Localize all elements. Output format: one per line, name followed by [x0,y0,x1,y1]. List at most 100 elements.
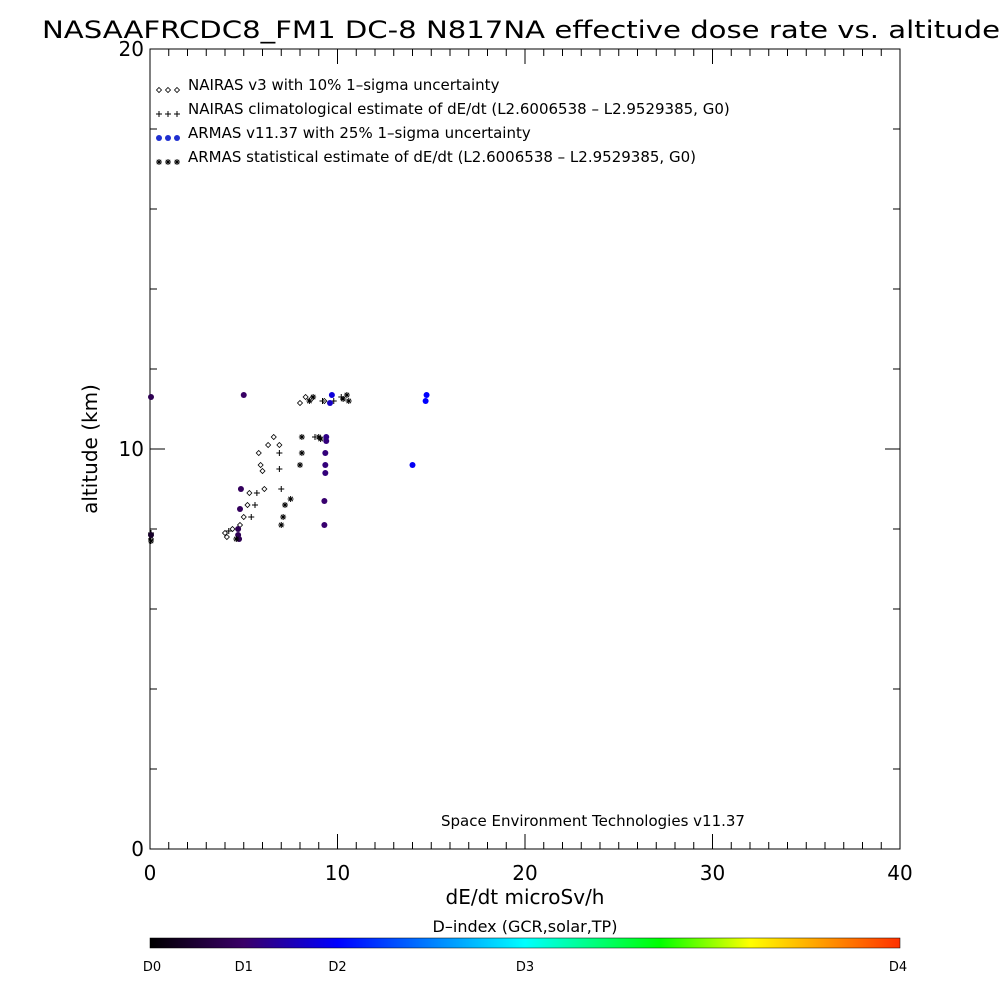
legend: NAIRAS v3 with 10% 1–sigma uncertainty NA… [155,76,730,166]
colorbar-label-d4: D4 [889,960,907,975]
data-point-asterisk [306,398,313,404]
data-point-plus [248,514,255,520]
data-point-diamond [240,513,247,521]
x-axis-ticks [149,49,901,849]
data-point-plus [276,450,283,456]
data-point-diamond [246,489,253,497]
data-point-dot [148,394,154,400]
data-point-plus [276,466,283,472]
data-point-dot [423,392,430,398]
data-point-plus [319,398,326,404]
legend-marker-diamond [164,86,172,94]
y-axis-label: altitude (km) [78,384,102,514]
data-point-diamond [261,485,268,493]
data-point-diamond [257,461,264,469]
x-axis-label: dE/dt microSv/h [446,885,605,909]
data-point-diamond [244,501,251,509]
data-point-diamond [270,433,277,441]
y-axis-ticks [150,48,900,850]
plot-frame [149,48,901,850]
credit-text: Space Environment Technologies v11.37 [441,812,745,830]
colorbar: D–index (GCR,solar,TP) D0 D1 D2 D3 D4 [143,917,907,975]
colorbar-label-d1: D1 [235,960,253,975]
data-point-plus [253,490,260,496]
data-point-diamond [255,449,262,457]
data-point-dot [323,434,330,440]
data-points [147,392,430,544]
data-point-asterisk [310,394,317,400]
data-point-asterisk [282,502,288,508]
data-point-dot [148,532,154,538]
data-point-dot [328,392,335,398]
legend-label: ARMAS v11.37 with 25% 1–sigma uncertaint… [188,124,531,142]
data-point-dot [237,506,243,512]
legend-marker-plus [165,111,171,117]
data-point-asterisk [280,514,287,520]
data-point-asterisk [340,396,347,402]
data-point-dot [321,498,328,504]
legend-marker-dot [174,135,180,141]
legend-marker-dot [165,135,171,141]
plot-area: 0 10 20 30 40 0 10 20 [119,37,913,885]
data-point-dot [422,398,429,404]
colorbar-label-d0: D0 [143,960,161,975]
data-point-diamond [221,529,229,537]
data-point-dot [235,526,242,532]
data-point-asterisk [278,522,285,528]
legend-marker-diamond [173,86,181,94]
data-point-dot [237,486,244,492]
data-point-asterisk [297,462,303,468]
data-point-asterisk [148,538,154,544]
legend-label: NAIRAS v3 with 10% 1–sigma uncertainty [188,76,500,94]
legend-entry-2: NAIRAS climatological estimate of dE/dt … [156,100,730,118]
legend-marker-asterisk [165,159,171,165]
legend-marker-asterisk [174,159,180,165]
colorbar-title: D–index (GCR,solar,TP) [433,917,618,936]
colorbar-labels: D0 D1 D2 D3 D4 [143,960,907,975]
data-point-dot [322,450,329,456]
colorbar-label-d3: D3 [516,960,534,975]
x-tick-label: 20 [512,861,537,885]
data-point-asterisk [287,496,294,502]
legend-entry-4: ARMAS statistical estimate of dE/dt (L2.… [156,148,696,166]
data-point-diamond [229,525,236,533]
colorbar-label-d2: D2 [328,960,346,975]
y-tick-label: 0 [131,837,144,861]
data-point-plus [278,486,285,492]
legend-marker-dot [156,135,162,141]
data-point-plus [225,528,232,534]
x-tick-label: 30 [700,861,725,885]
data-point-dot [321,522,328,528]
legend-marker-diamond [155,86,163,94]
legend-label: ARMAS statistical estimate of dE/dt (L2.… [188,148,696,166]
x-tick-label: 40 [887,861,912,885]
data-point-asterisk [233,536,240,542]
data-point-diamond [296,399,304,407]
data-point-diamond [259,467,266,475]
data-point-dot [322,470,329,476]
data-point-asterisk [298,450,305,456]
y-tick-label: 10 [119,437,144,461]
data-point-diamond [302,393,309,401]
data-point-dot [322,462,329,468]
data-point-asterisk [343,392,350,398]
data-point-diamond [276,441,283,449]
x-axis-tick-labels: 0 10 20 30 40 [144,861,913,885]
chart-title: NASAAFRCDC8_FM1 DC-8 N817NA effective do… [42,16,1000,44]
data-point-diamond [223,533,230,541]
x-tick-label: 10 [325,861,350,885]
y-axis-tick-labels: 0 10 20 [119,37,144,861]
data-point-plus [252,502,258,508]
legend-marker-asterisk [156,159,162,165]
legend-marker-plus [156,111,162,117]
data-point-diamond [265,441,272,449]
legend-marker-plus [174,111,180,117]
data-point-asterisk [345,398,352,404]
data-point-dot [409,462,416,468]
legend-label: NAIRAS climatological estimate of dE/dt … [188,100,730,118]
y-tick-label: 20 [119,37,144,61]
x-tick-label: 0 [144,861,157,885]
data-point-asterisk [317,436,324,442]
data-point-dot [327,400,333,406]
